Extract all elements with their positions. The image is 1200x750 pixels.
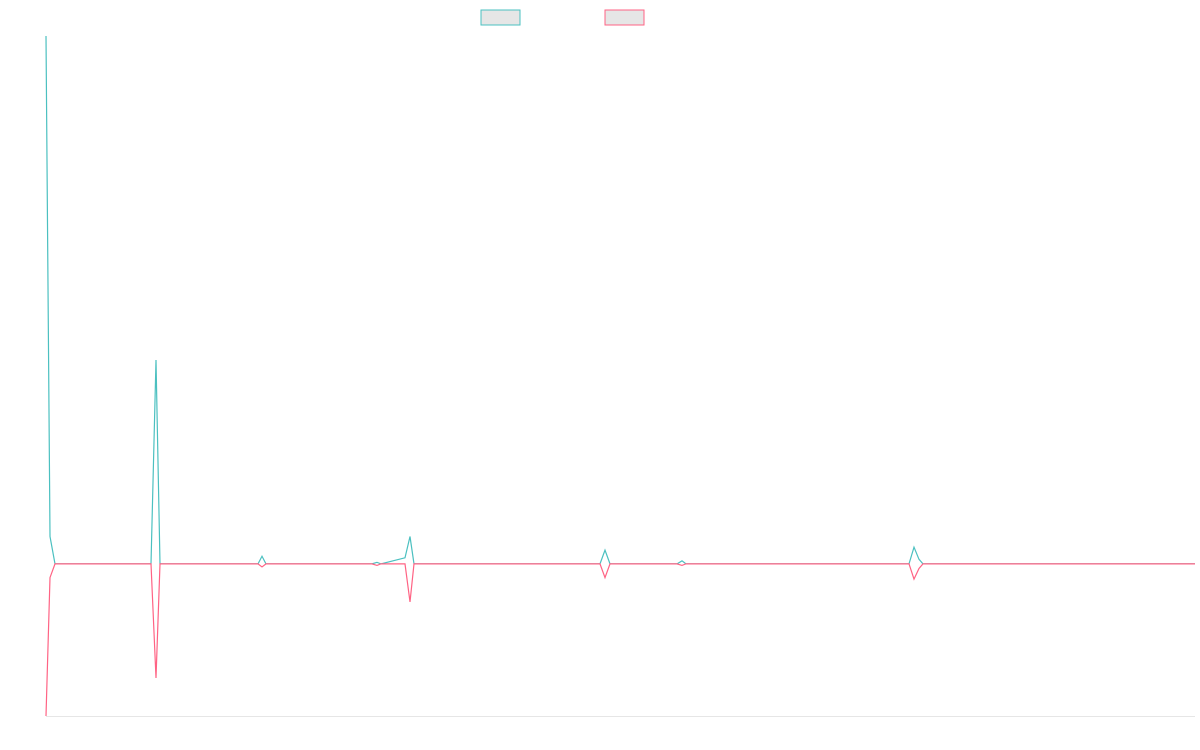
series-line	[45, 563, 1195, 717]
legend-swatch	[480, 9, 521, 26]
legend-swatch	[604, 9, 645, 26]
series-line	[45, 35, 1195, 565]
